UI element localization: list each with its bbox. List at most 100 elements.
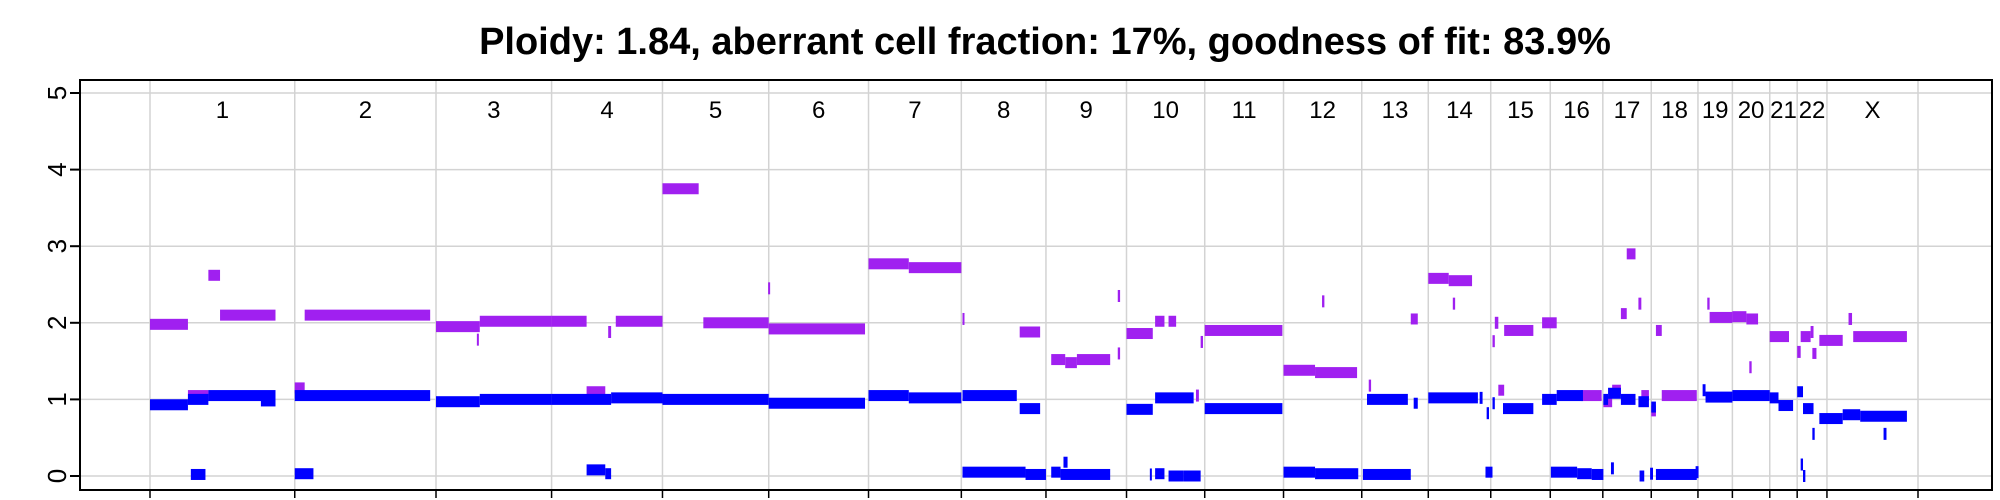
chromosome-label-3: 3 [487,97,500,124]
total-cn-segment [1155,315,1165,327]
total-cn-segment [1746,313,1759,325]
minor-cn-segment [1556,390,1583,402]
chromosome-label-1: 1 [216,97,229,124]
minor-cn-segment [1819,413,1843,425]
chromosome-labels: 1 2 3 4 5 6 7 8 9 10 11 12 13 14 15 16 17 18 19 20 21 22 X [216,97,1881,124]
total-cn-segment [1076,354,1111,366]
minor-cn-segment [1650,467,1654,480]
minor-cn-segment [1812,427,1815,440]
chromosome-label-10: 10 [1152,97,1179,124]
total-cn-segment [1283,364,1316,376]
chromosome-label-12: 12 [1309,97,1336,124]
total-cn-segment [1200,335,1203,348]
total-cn-segment [1322,295,1325,308]
total-cn-segment [1504,324,1534,336]
chromosome-label-13: 13 [1382,97,1409,124]
y-tick-label-5: 5 [42,86,72,100]
minor-cn-segment [1413,397,1418,409]
chromosome-label-20: 20 [1738,97,1765,124]
grid-lines [80,80,1992,490]
minor-cn-segment [1803,470,1806,482]
minor-cn-segment [551,393,612,405]
minor-cn-segment [1620,393,1636,405]
minor-cn-segment [1651,401,1656,413]
total-cn-segment [1065,357,1077,369]
chromosome-label-18: 18 [1661,97,1688,124]
minor-cn-segment [908,392,962,404]
chart-title: Ploidy: 1.84, aberrant cell fraction: 17… [479,21,1611,63]
total-cn-segment [436,321,480,333]
total-cn-segment [1204,324,1283,336]
total-cn-segment [1452,297,1456,310]
minor-cn-segment [1542,393,1557,405]
minor-cn-segment [1155,392,1194,404]
total-cn-segment [220,309,276,321]
minor-cn-segment [1283,466,1316,478]
minor-cn-segment [1149,468,1152,481]
total-cn-segment [1638,297,1642,310]
minor-cn-segment [1315,468,1359,480]
total-cn-segment [1492,335,1495,348]
total-cn-segment [962,312,965,325]
total-cn-segment [150,318,188,330]
total-cn-segment [1769,331,1790,343]
minor-cn-segment [1362,468,1411,480]
minor-cn-segment [208,390,276,402]
total-cn-segment [868,258,909,270]
minor-cn-segment [1126,403,1153,415]
minor-cn-segment [1842,409,1861,421]
minor-cn-segment [1769,392,1779,404]
minor-cn-segment [962,466,1026,478]
total-cn-segment [1428,272,1449,284]
minor-cn-segment [1550,466,1578,478]
minor-cn-segment [1492,397,1495,410]
total-cn-segment [551,315,587,327]
total-cn-segment [608,325,612,338]
chromosome-label-5: 5 [709,97,722,124]
total-cn-segment [476,333,479,346]
minor-cn-segment [1702,384,1706,397]
minor-cn-segment [1591,468,1604,480]
chromosome-label-16: 16 [1563,97,1590,124]
minor-cn-segment [1800,458,1804,471]
chromosome-label-2: 2 [359,97,372,124]
minor-cn-segment [150,399,188,411]
chromosome-label-9: 9 [1080,97,1093,124]
total-cn-segment [1709,311,1733,323]
segment-marks [150,183,1907,482]
minor-cn-segment [1655,468,1697,480]
total-cn-segment [1812,347,1817,359]
chromosome-label-4: 4 [600,97,613,124]
minor-cn-segment [1060,468,1111,480]
minor-cn-segment [1479,391,1483,404]
total-cn-segment [1494,316,1499,329]
total-cn-segment [1810,325,1814,338]
total-cn-segment [1797,345,1801,358]
total-cn-segment [1848,312,1853,325]
y-tick-label-3: 3 [42,239,72,253]
minor-cn-segment [1025,468,1046,480]
y-tick-label-1: 1 [42,392,72,406]
minor-cn-segment [1610,462,1614,475]
total-cn-segment [1800,331,1811,343]
minor-cn-segment [1608,387,1621,399]
minor-cn-segment [294,390,431,402]
minor-cn-segment [1603,393,1609,405]
total-cn-segment [1661,390,1697,402]
minor-cn-segment [1797,386,1804,398]
total-cn-segment [1019,326,1041,338]
y-tick-label-0: 0 [42,469,72,483]
minor-cn-segment [1019,403,1041,415]
minor-cn-segment [190,468,206,480]
minor-cn-segment [586,464,606,476]
minor-cn-segment [1638,396,1649,408]
minor-cn-segment [1366,393,1408,405]
chromosome-label-17: 17 [1614,97,1641,124]
chromosome-label-22: 22 [1799,97,1826,124]
total-cn-segment [703,317,769,329]
minor-cn-segment [611,392,663,404]
minor-cn-segment [1204,403,1283,415]
chromosome-label-19: 19 [1702,97,1729,124]
minor-cn-segment [1732,390,1770,402]
